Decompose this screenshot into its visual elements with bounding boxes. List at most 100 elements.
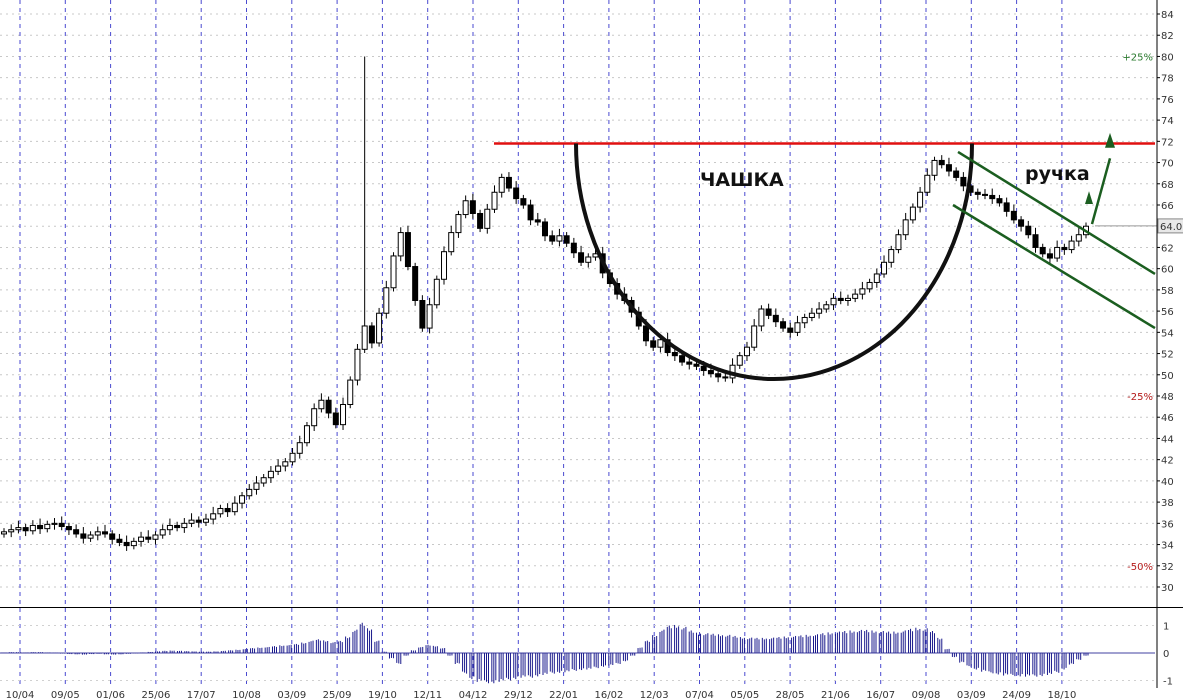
- price-tick-label: 80: [1161, 52, 1174, 63]
- candle-up: [657, 339, 664, 348]
- small-up-arrow: [1085, 191, 1093, 204]
- x-tick-label: 29/12: [504, 690, 533, 699]
- candle-up: [383, 287, 390, 314]
- candle-up: [8, 529, 15, 533]
- candle-down: [945, 164, 952, 172]
- price-tick-label: 36: [1161, 519, 1174, 530]
- price-tick-label: 74: [1161, 116, 1174, 127]
- candle-up: [491, 191, 498, 210]
- candle-up: [455, 214, 462, 234]
- x-tick-label: 17/07: [187, 690, 216, 699]
- candle-up: [202, 518, 209, 523]
- candle-up: [433, 278, 440, 306]
- candle-up: [253, 482, 260, 490]
- price-tick-label: 70: [1161, 159, 1174, 170]
- annotations: ЧАШКА ручка: [574, 132, 1156, 382]
- price-tick-label: 72: [1161, 137, 1174, 148]
- x-tick-label: 10/04: [6, 690, 35, 699]
- candle-down: [693, 363, 700, 367]
- price-tick-label: 54: [1161, 328, 1174, 339]
- candle-down: [953, 170, 960, 178]
- candle-down: [938, 159, 945, 166]
- candle-up: [426, 304, 433, 329]
- candle-up: [152, 534, 159, 540]
- price-tick-label: 46: [1161, 413, 1174, 424]
- candle-down: [578, 252, 585, 263]
- candle-down: [679, 355, 686, 363]
- candle-up: [881, 261, 888, 275]
- candle-down: [469, 200, 476, 214]
- x-tick-label: 04/12: [459, 690, 488, 699]
- x-tick-label: 10/08: [232, 690, 261, 699]
- candle-down: [1010, 210, 1017, 221]
- candle-down: [722, 376, 729, 379]
- candle-down: [1061, 246, 1068, 251]
- candle-down: [58, 522, 65, 528]
- candle-down: [332, 412, 339, 426]
- candle-up: [873, 273, 880, 283]
- candle-up: [895, 234, 902, 251]
- candle-up: [758, 308, 765, 327]
- candle-down: [404, 232, 411, 268]
- x-tick-label: 21/06: [821, 690, 850, 699]
- candle-up: [852, 293, 859, 299]
- candle-up: [210, 513, 217, 520]
- x-tick-label: 16/02: [594, 690, 623, 699]
- candle-down: [787, 327, 794, 333]
- x-tick-label: 18/10: [1047, 690, 1076, 699]
- x-tick-label: 25/06: [141, 690, 170, 699]
- candle-down: [1025, 225, 1032, 236]
- candle-down: [520, 198, 527, 206]
- candle-up: [1068, 240, 1075, 251]
- indicator-panel: [0, 622, 1155, 684]
- candle-down: [224, 507, 231, 513]
- candle-up: [311, 408, 318, 427]
- price-tick-label: 56: [1161, 307, 1174, 318]
- candle-up: [808, 312, 815, 318]
- candle-down: [780, 321, 787, 329]
- candle-up: [801, 316, 808, 324]
- candle-down: [642, 325, 649, 342]
- candle-up: [448, 232, 455, 253]
- candle-down: [412, 266, 419, 301]
- candle-up: [823, 304, 830, 310]
- candle-down: [542, 221, 548, 237]
- candle-up: [441, 251, 448, 280]
- candle-up: [498, 176, 505, 193]
- price-tick-label: 50: [1161, 371, 1174, 382]
- price-tick-label: 52: [1161, 350, 1174, 361]
- candle-down: [22, 527, 29, 532]
- candle-up: [1075, 234, 1082, 242]
- breakout-arrowhead: [1105, 132, 1115, 148]
- x-tick-label: 12/11: [413, 690, 442, 699]
- price-tick-label: 42: [1161, 456, 1174, 467]
- x-tick-label: 19/10: [368, 690, 397, 699]
- x-tick-label: 09/08: [912, 690, 941, 699]
- candle-up: [361, 325, 368, 350]
- x-tick-label: 09/05: [51, 690, 80, 699]
- candle-up: [751, 325, 758, 348]
- candle-up: [138, 536, 145, 542]
- candle-down: [73, 529, 80, 535]
- candle-up: [29, 524, 36, 532]
- candle-down: [960, 176, 967, 187]
- cup-arc: [574, 143, 974, 382]
- candle-down: [101, 531, 108, 535]
- price-tick-label: 60: [1161, 265, 1174, 276]
- candle-down: [671, 351, 678, 357]
- last-price-label: 64.03: [1160, 222, 1183, 233]
- candle-up: [909, 206, 916, 221]
- candle-up: [267, 470, 274, 479]
- candle-down: [65, 526, 72, 531]
- candle-up: [231, 502, 238, 513]
- level-note: -50%: [1127, 562, 1153, 573]
- price-tick-label: 62: [1161, 243, 1174, 254]
- x-tick-label: 01/06: [96, 690, 125, 699]
- candle-down: [80, 533, 87, 539]
- candle-down: [325, 399, 332, 414]
- candle-down: [996, 198, 1003, 204]
- candle-down: [707, 370, 714, 375]
- candle-down: [974, 191, 981, 195]
- candle-down: [549, 235, 556, 242]
